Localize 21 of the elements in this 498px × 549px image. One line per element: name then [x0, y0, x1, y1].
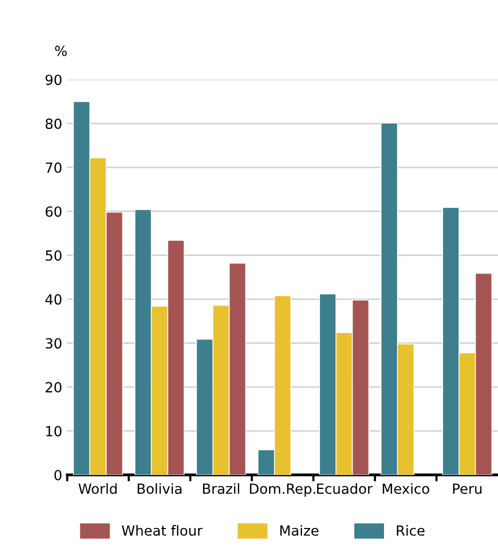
- y-tick-label: 70: [46, 162, 62, 173]
- x-tick-label: Bolivia: [138, 483, 182, 494]
- legend-label: Rice: [396, 525, 424, 536]
- y-tick-label: 60: [46, 206, 62, 217]
- x-tick-label: Dom.Rep.: [250, 484, 316, 497]
- legend-label: Wheat flour: [122, 525, 203, 536]
- y-tick-label: 40: [45, 294, 62, 305]
- x-tick-label: Ecuador: [317, 483, 373, 494]
- y-tick-label: 80: [46, 118, 62, 129]
- y-tick-label: 20: [46, 382, 62, 393]
- x-tick-label: Brazil: [203, 483, 240, 494]
- y-tick-label: 30: [46, 338, 62, 349]
- legend-label: Maize: [280, 525, 318, 536]
- x-tick-label: Mexico: [382, 483, 430, 494]
- y-axis-title: %: [55, 46, 67, 56]
- y-tick-label: 0: [54, 470, 62, 480]
- y-tick-label: 90: [46, 74, 62, 86]
- x-tick-label: Peru: [453, 484, 482, 494]
- y-tick-label: 50: [46, 250, 62, 261]
- y-tick-label: 10: [46, 426, 62, 436]
- x-tick-label: World: [78, 483, 117, 494]
